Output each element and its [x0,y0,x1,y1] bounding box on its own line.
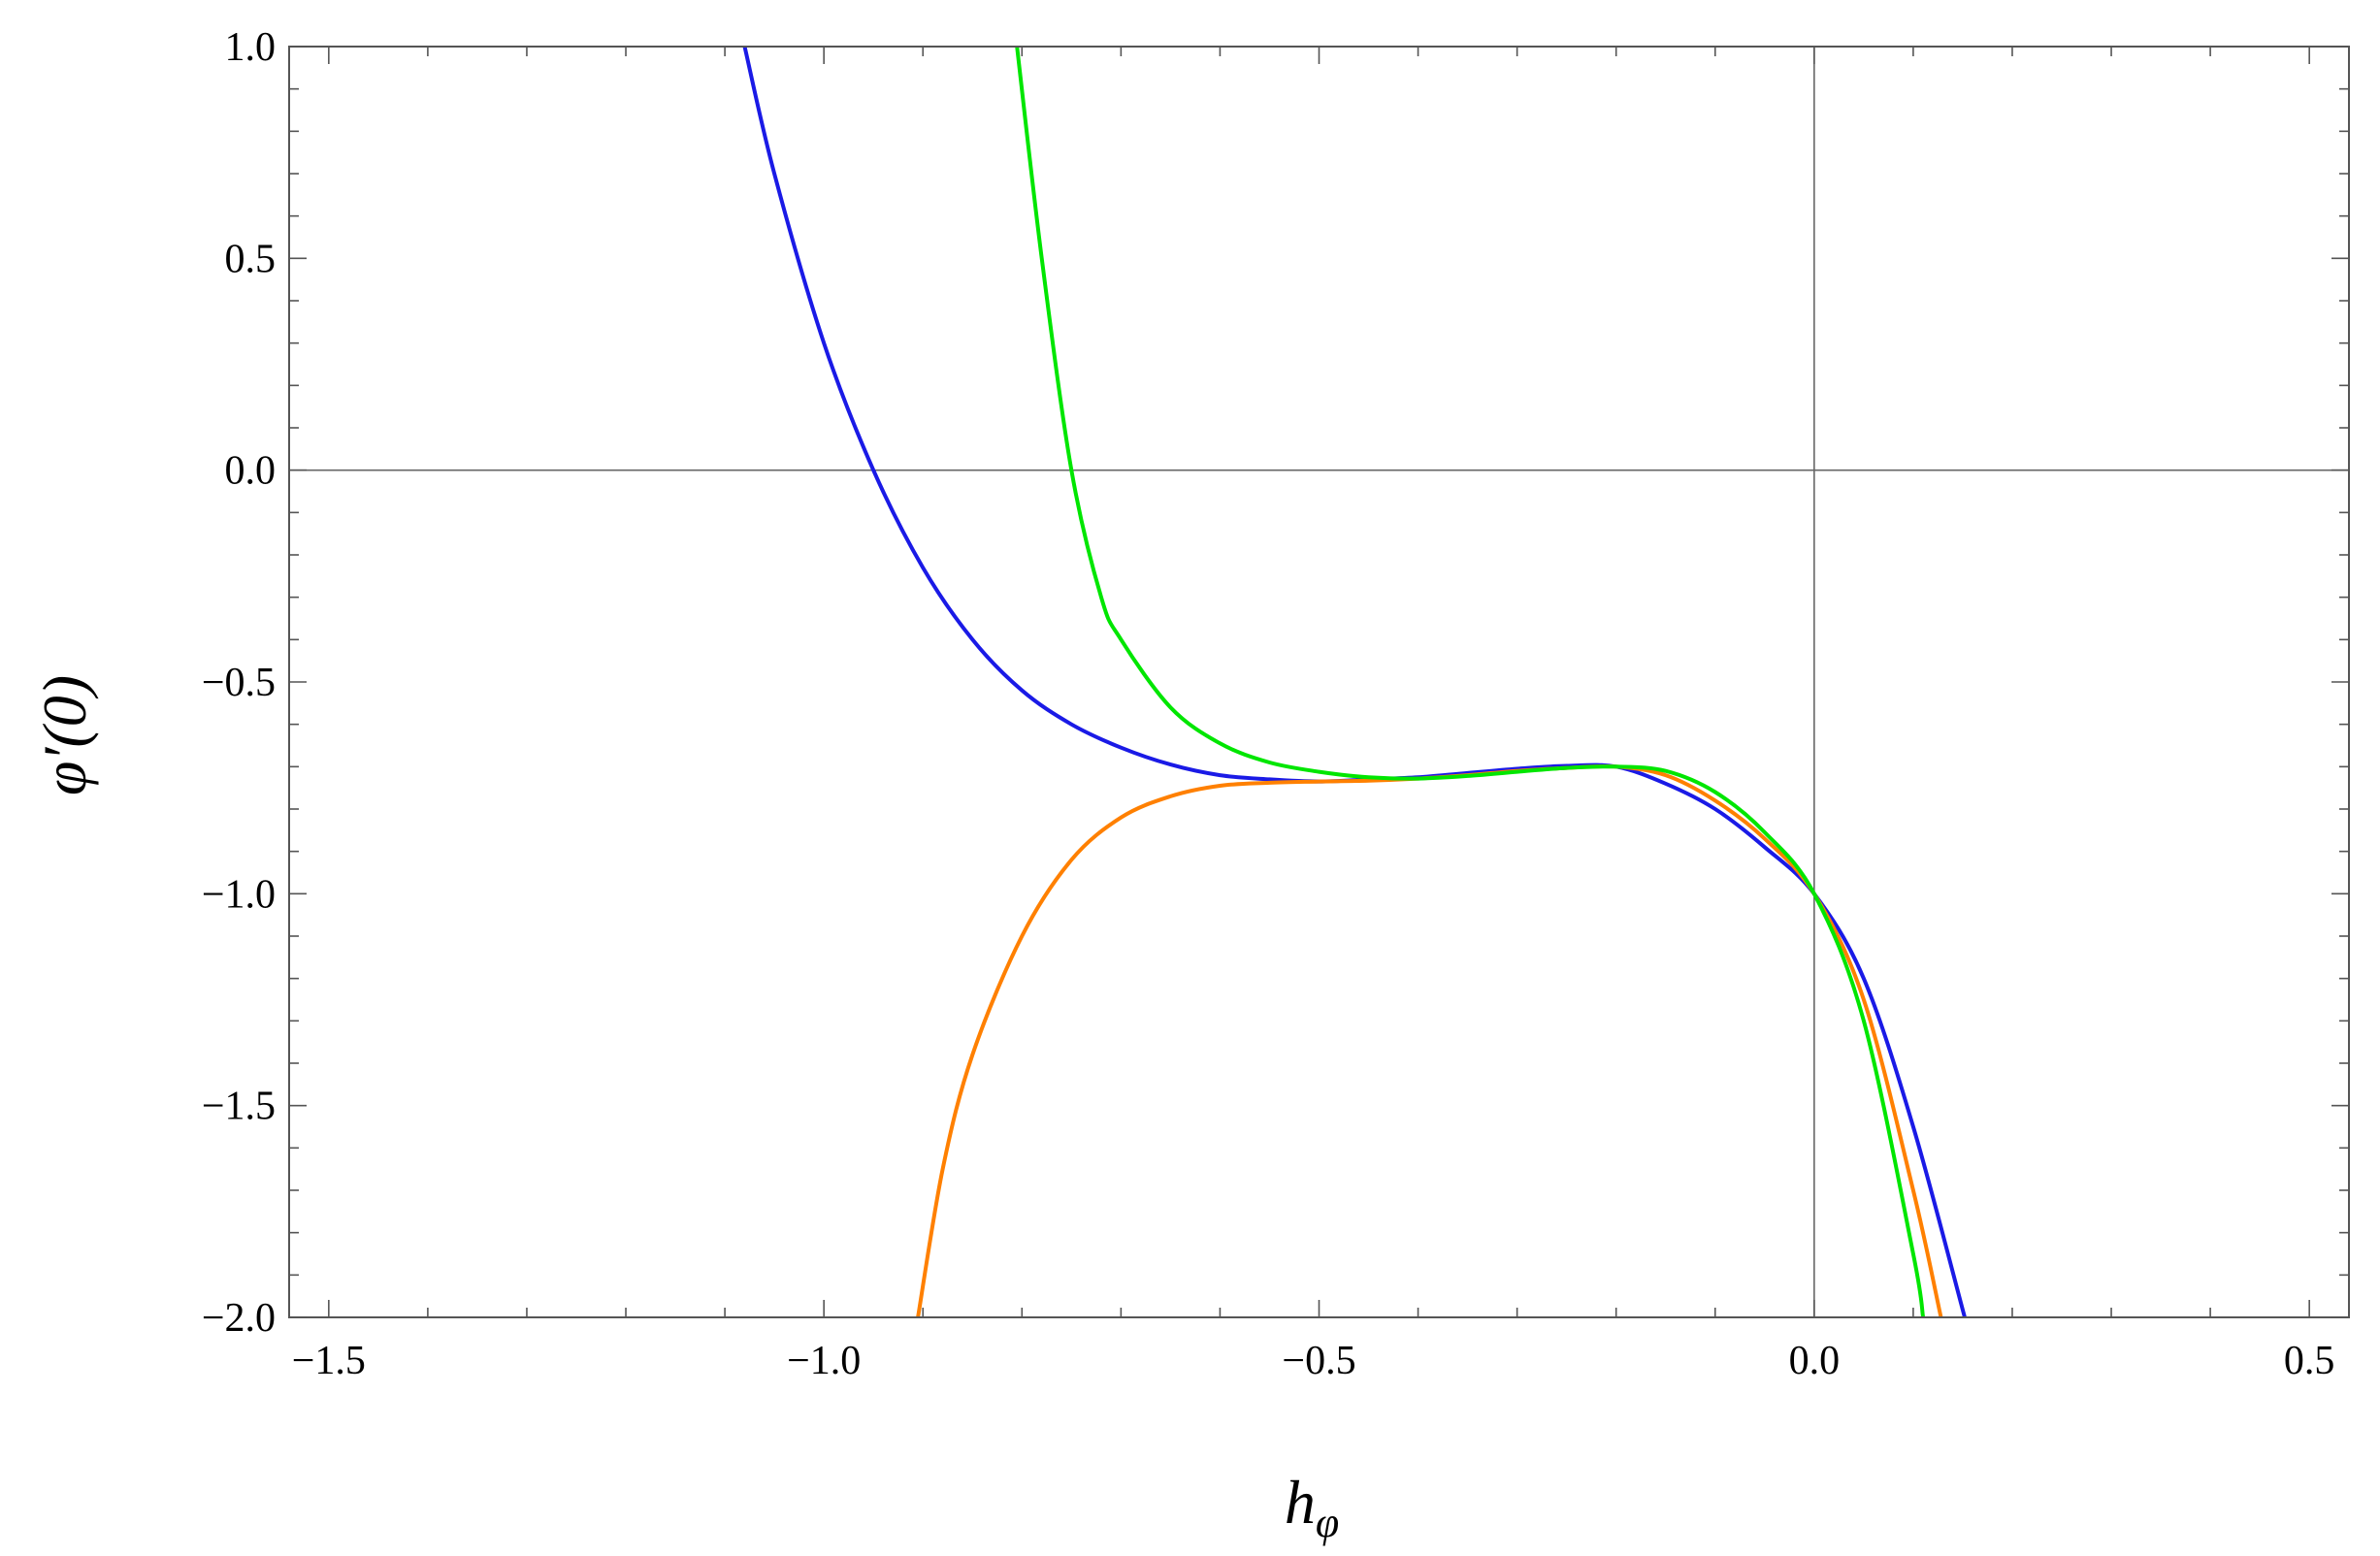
x-tick-label: −1.0 [787,1339,861,1383]
series-line-3 [1015,47,1926,1317]
y-tick-label: 0.0 [225,449,277,494]
y-tick-label: −1.5 [202,1085,276,1129]
x-axis-label: hφ [1285,1468,1339,1546]
x-tick-label: 0.0 [1789,1339,1841,1383]
x-tick-label: −0.5 [1282,1339,1355,1383]
x-axis-label-main: h [1285,1468,1316,1537]
x-axis-label-sub: φ [1316,1499,1339,1546]
y-tick-label: −1.0 [202,872,276,917]
zero-lines [289,47,2349,1317]
x-tick-label: −1.5 [292,1339,366,1383]
y-tick-label: 0.5 [225,237,277,281]
curves [742,47,1967,1317]
ticks [289,46,2349,1318]
y-tick-label: 1.0 [225,25,277,70]
tick-labels: −1.5 −1.0 −0.5 0.0 0.5 −2.0 −1.5 −1.0 −0.5 0.0 0.5… [202,25,2335,1383]
x-tick-label: 0.5 [2284,1339,2335,1383]
y-tick-label: −2.0 [202,1296,276,1341]
y-tick-label: −0.5 [202,661,276,705]
y-axis-label: φ′(0) [30,675,99,795]
